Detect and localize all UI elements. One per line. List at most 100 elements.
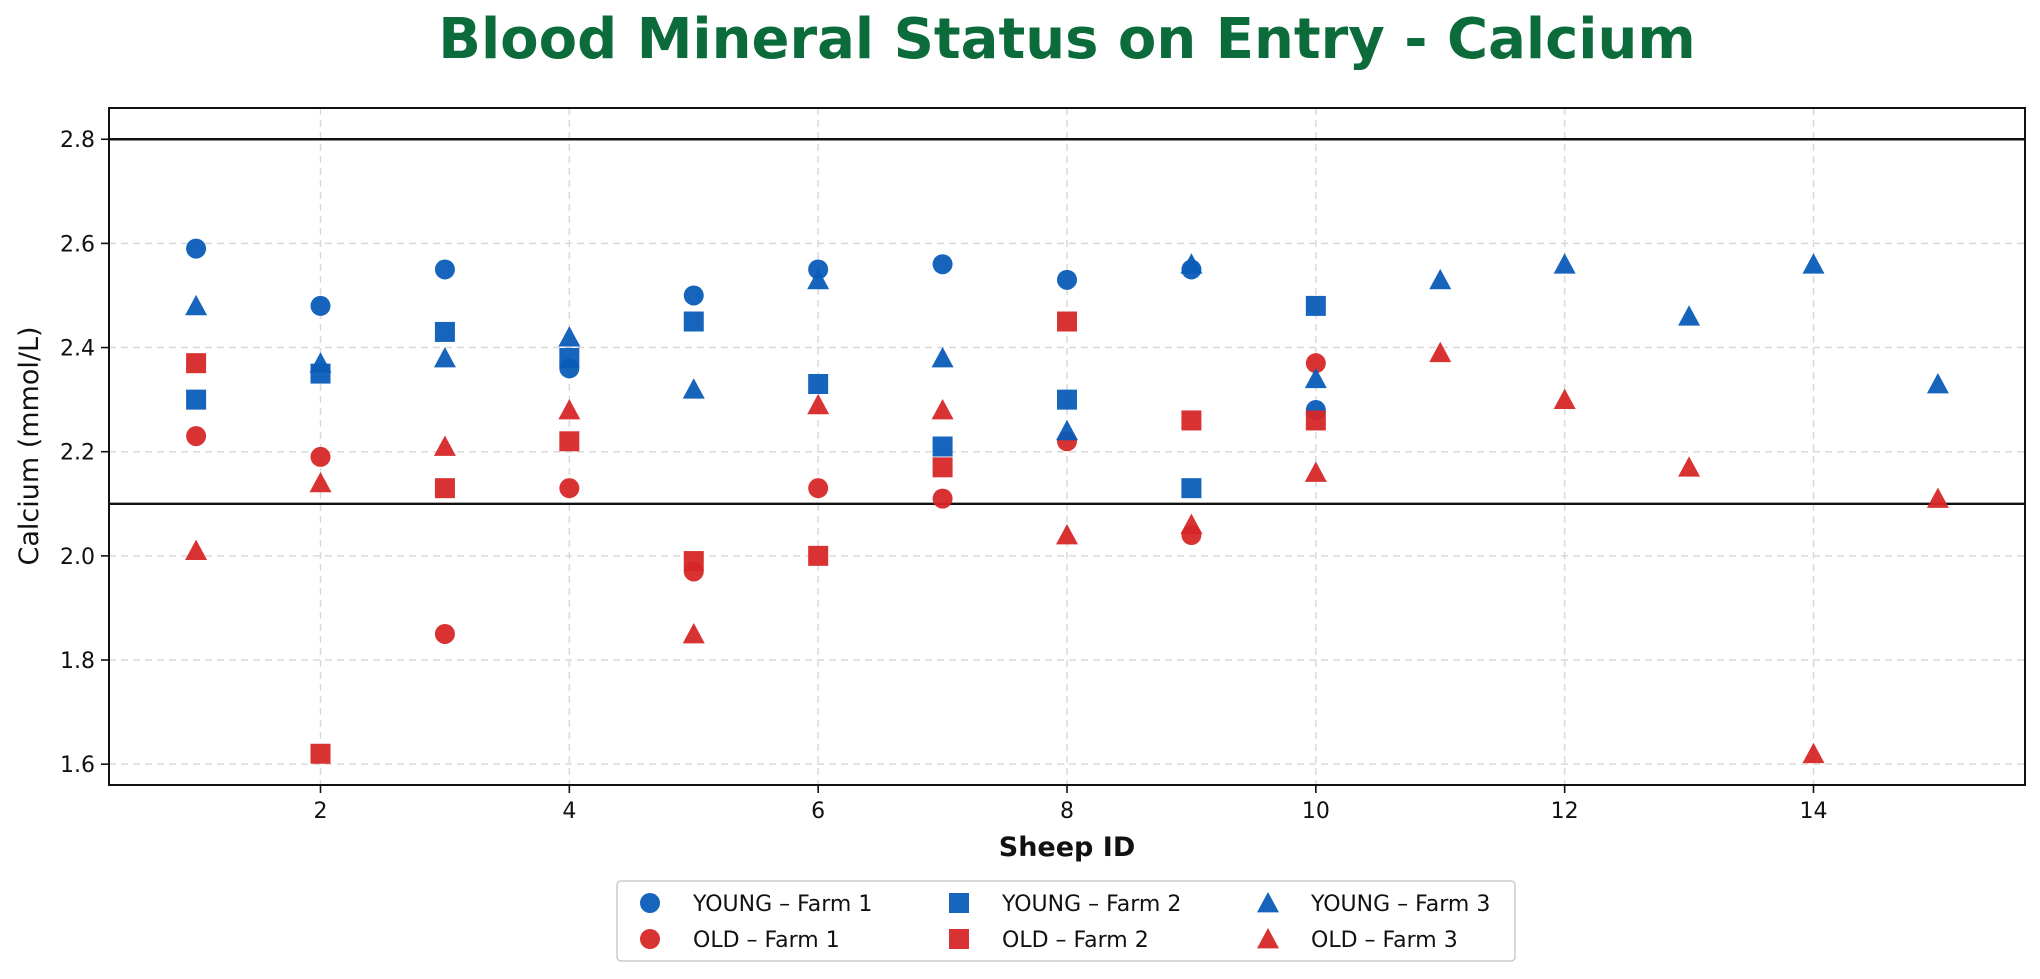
x-tick-label: 8	[1060, 799, 1074, 824]
data-point	[1057, 311, 1077, 332]
x-tick-label: 4	[562, 799, 576, 824]
x-tick-label: 12	[1551, 799, 1579, 824]
data-point	[433, 346, 456, 368]
y-axis-label: Calcium (mmol/L)	[14, 326, 45, 565]
legend-marker	[1257, 928, 1279, 949]
y-tick-label: 2.2	[60, 441, 95, 466]
data-point	[185, 539, 208, 561]
data-point	[682, 378, 705, 399]
data-point	[932, 436, 953, 457]
data-point	[434, 478, 455, 499]
legend-marker	[1257, 892, 1279, 913]
legend-marker	[640, 893, 660, 913]
legend-label: YOUNG – Farm 1	[692, 892, 872, 917]
data-point	[1926, 373, 1949, 394]
x-tick-label: 14	[1799, 799, 1827, 824]
legend-marker	[949, 929, 969, 949]
data-point	[186, 353, 207, 374]
data-point	[309, 352, 332, 373]
data-point	[310, 295, 331, 316]
legend: YOUNG – Farm 1 OLD – Farm 1 YOUNG – Farm 2…	[616, 880, 1516, 962]
data-point	[434, 259, 455, 280]
data-point	[808, 374, 829, 395]
data-point	[1553, 253, 1576, 274]
legend-label: OLD – Farm 3	[1311, 928, 1458, 953]
legend-label: YOUNG – Farm 2	[1001, 892, 1181, 917]
data-point	[683, 285, 704, 306]
data-point	[559, 478, 580, 499]
data-point	[1057, 389, 1077, 410]
data-point	[310, 446, 331, 467]
data-point	[1305, 295, 1326, 316]
data-point	[309, 471, 332, 493]
data-point	[434, 321, 455, 342]
data-point	[1304, 461, 1327, 482]
y-tick-label: 1.6	[60, 753, 95, 778]
data-points	[185, 238, 1949, 764]
series-young-farm-2	[186, 295, 1326, 499]
data-point	[1305, 410, 1326, 431]
data-point	[1926, 487, 1949, 508]
x-axis-ticks: 2 4 6 8 10 12 14	[314, 785, 1827, 824]
y-tick-label: 2.0	[60, 545, 95, 570]
data-point	[1678, 456, 1701, 477]
data-point	[932, 457, 953, 478]
data-point	[559, 431, 580, 452]
y-tick-label: 2.8	[60, 128, 95, 153]
x-tick-label: 6	[811, 799, 825, 824]
x-axis-label: Sheep ID	[999, 832, 1135, 863]
data-point	[185, 294, 208, 316]
legend-label: OLD – Farm 2	[1002, 928, 1149, 953]
series-old-farm-1	[186, 353, 1326, 644]
data-point	[186, 389, 207, 410]
data-point	[682, 622, 705, 644]
legend-marker	[949, 893, 969, 913]
data-point	[1180, 253, 1203, 274]
y-axis-ticks: 1.6 1.8 2.0 2.2 2.4 2.6 2.8	[60, 128, 109, 778]
data-point	[1181, 478, 1202, 499]
data-point	[1553, 388, 1576, 409]
legend-box	[616, 880, 1516, 962]
x-tick-label: 10	[1302, 799, 1330, 824]
data-point	[1678, 305, 1701, 326]
data-point	[1180, 513, 1203, 534]
data-point	[931, 399, 954, 420]
data-point	[1304, 367, 1327, 389]
legend-label: YOUNG – Farm 3	[1310, 892, 1490, 917]
data-point	[1057, 269, 1077, 290]
data-point	[1429, 341, 1452, 363]
data-point	[558, 399, 581, 420]
y-tick-label: 1.8	[60, 649, 95, 674]
data-point	[1056, 524, 1078, 545]
reference-lines	[109, 138, 2025, 505]
data-point	[186, 426, 207, 447]
series-young-farm-3	[185, 253, 1949, 441]
data-point	[1181, 410, 1202, 431]
data-point	[931, 346, 954, 368]
data-point	[1802, 742, 1825, 764]
data-point	[932, 488, 953, 509]
legend-marker	[640, 929, 660, 949]
legend-label: OLD – Farm 1	[693, 928, 840, 953]
data-point	[683, 551, 704, 572]
series-young-farm-1	[186, 238, 1326, 421]
data-point	[310, 743, 331, 764]
x-tick-label: 2	[314, 799, 328, 824]
data-point	[683, 311, 704, 332]
data-point	[559, 347, 580, 368]
data-point	[434, 623, 455, 644]
data-point	[1305, 353, 1326, 374]
data-point	[808, 545, 829, 566]
data-point	[558, 326, 581, 347]
data-point	[807, 393, 830, 415]
data-point	[1802, 253, 1825, 274]
data-point	[932, 254, 953, 275]
y-tick-label: 2.4	[60, 337, 95, 362]
data-point	[1429, 268, 1452, 290]
data-point	[807, 268, 830, 290]
data-point	[186, 238, 207, 259]
series-old-farm-2	[186, 311, 1326, 764]
data-point	[1056, 419, 1078, 441]
data-point	[433, 435, 456, 456]
